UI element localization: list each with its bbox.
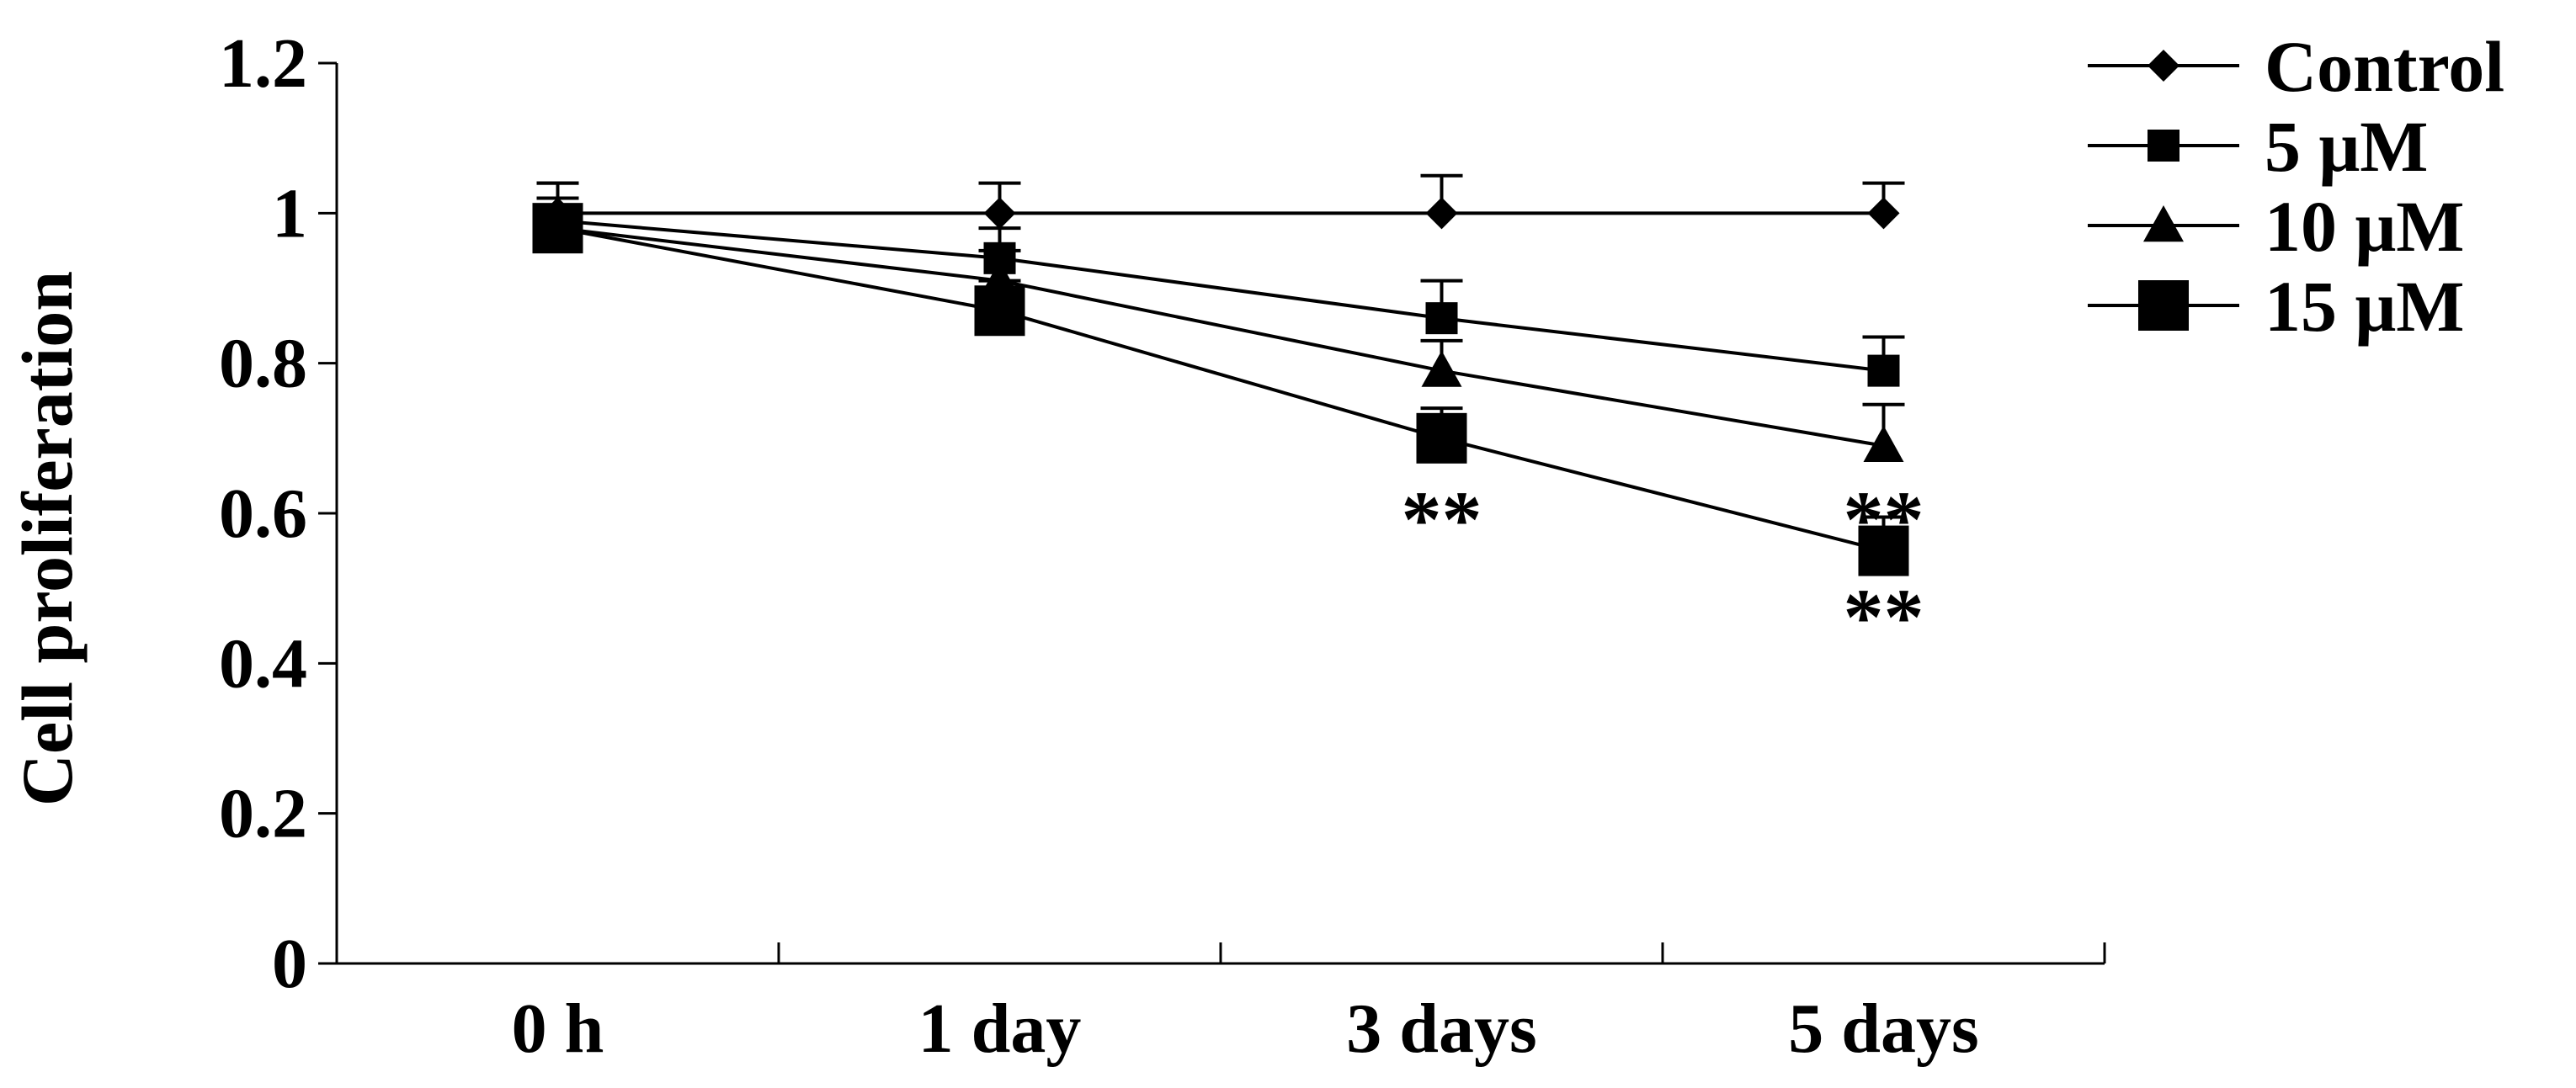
marker-1-3 [1867, 354, 1900, 387]
legend-label-2: 10 μM [2265, 186, 2464, 267]
legend-marker-1 [2148, 130, 2179, 162]
marker-0-2 [1425, 197, 1458, 230]
legend-item-2: 10 μM [2088, 186, 2464, 267]
marker-3-0 [532, 203, 583, 254]
series-line-2 [557, 226, 1884, 448]
y-tick-label-5: 1 [272, 174, 307, 252]
y-tick-label-4: 0.8 [219, 325, 307, 403]
y-tick-label-3: 0.6 [219, 475, 307, 553]
legend-label-1: 5 μM [2265, 106, 2428, 187]
marker-2-3 [1863, 425, 1904, 462]
marker-0-1 [983, 197, 1016, 230]
legend-item-0: Control [2088, 26, 2504, 107]
marker-3-1 [974, 285, 1025, 337]
chart-series [532, 173, 1909, 576]
x-tick-label-1: 1 day [918, 990, 1082, 1068]
marker-2-2 [1421, 350, 1462, 387]
legend-item-3: 15 μM [2088, 266, 2464, 347]
x-tick-label-0: 0 h [512, 990, 604, 1068]
x-tick-label-3: 5 days [1788, 990, 1978, 1068]
chart-axes: 0 0.2 0.4 0.6 0.8 1 1.2 0 h 1 day 3 days 5 days [219, 24, 2106, 1068]
legend-marker-0 [2148, 50, 2179, 82]
significance-mark-2: ** [1844, 572, 1924, 662]
y-tick-label-6: 1.2 [219, 24, 307, 103]
legend-marker-2 [2143, 205, 2184, 242]
y-tick-label-0: 0 [272, 925, 307, 1003]
series-line-1 [557, 219, 1884, 373]
series-3 [532, 196, 1909, 576]
marker-3-3 [1858, 525, 1909, 576]
chart-annotations: ** **** [1402, 475, 1924, 662]
significance-mark-1: ** [1844, 475, 1924, 565]
y-axis-title: Cell proliferation [7, 271, 88, 806]
series-line-3 [557, 226, 1884, 553]
legend-marker-3 [2138, 280, 2189, 331]
legend-label-0: Control [2265, 26, 2504, 107]
y-tick-label-2: 0.4 [219, 624, 307, 703]
y-tick-label-1: 0.2 [219, 775, 307, 853]
x-tick-label-2: 3 days [1346, 990, 1536, 1068]
series-0 [536, 173, 1905, 230]
legend-label-3: 15 μM [2265, 266, 2464, 347]
marker-0-3 [1867, 197, 1900, 230]
legend-item-1: 5 μM [2088, 106, 2428, 187]
marker-3-2 [1416, 412, 1467, 464]
significance-mark-0: ** [1402, 475, 1482, 565]
marker-1-2 [1425, 302, 1458, 335]
